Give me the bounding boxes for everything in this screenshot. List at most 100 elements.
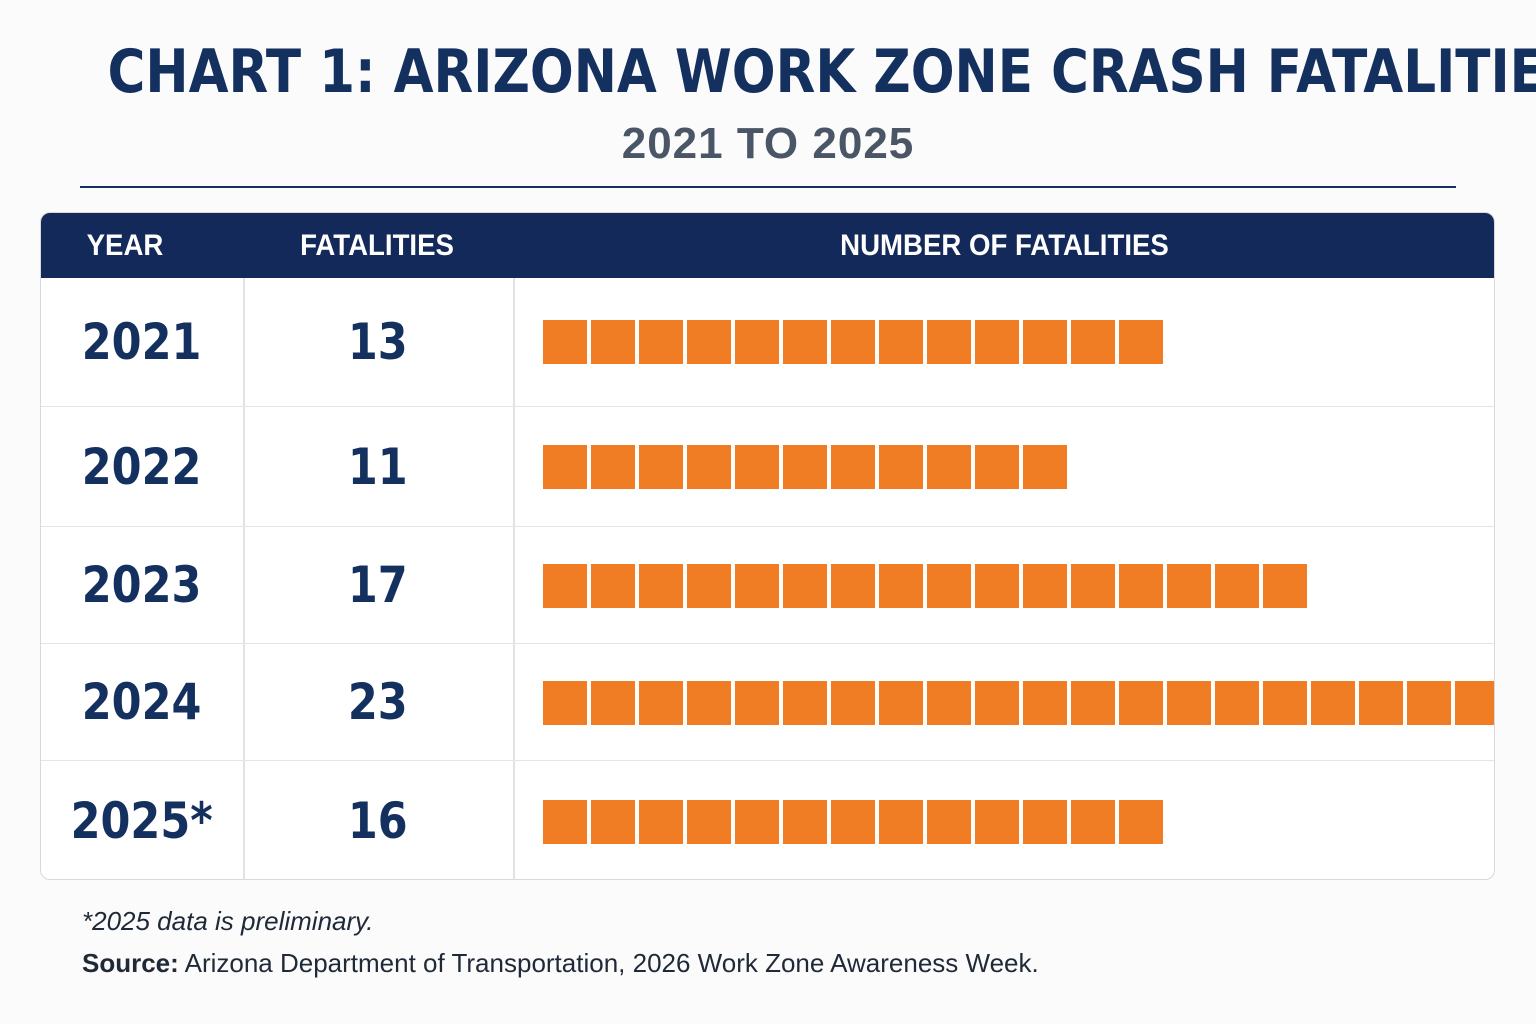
bar-square — [1071, 681, 1115, 725]
bar-square — [927, 564, 971, 608]
year-label: 2023 — [82, 556, 202, 614]
fatalities-cell: 11 — [243, 407, 513, 526]
bar-square — [783, 320, 827, 364]
bar-square — [591, 681, 635, 725]
bar-squares — [543, 761, 1483, 879]
bar-square — [687, 320, 731, 364]
header-number-of-fatalities: NUMBER OF FATALITIES — [840, 229, 1169, 262]
bar-square — [927, 681, 971, 725]
year-cell: 2021 — [41, 278, 243, 406]
bar-square — [639, 681, 683, 725]
bar-square — [927, 320, 971, 364]
bar-square — [975, 320, 1019, 364]
bar-square — [975, 800, 1019, 844]
bar-square — [543, 564, 587, 608]
bar-square — [639, 445, 683, 489]
bar-square — [927, 800, 971, 844]
bar-squares — [543, 527, 1483, 643]
bar-square — [1071, 320, 1115, 364]
fatalities-value: 16 — [348, 792, 408, 850]
table-header: YEAR FATALITIES NUMBER OF FATALITIES — [41, 213, 1494, 278]
data-table: YEAR FATALITIES NUMBER OF FATALITIES 202… — [40, 212, 1495, 880]
table-row: 2024 23 — [41, 643, 1494, 760]
bar-square — [1263, 564, 1307, 608]
bar-square — [1119, 800, 1163, 844]
table-row: 2025* 16 — [41, 760, 1494, 879]
bar-square — [591, 320, 635, 364]
bar-square — [831, 445, 875, 489]
bar-square — [1311, 681, 1355, 725]
year-label: 2021 — [82, 313, 202, 371]
chart-subtitle: 2021 TO 2025 — [621, 119, 915, 168]
fatalities-value: 17 — [348, 556, 408, 614]
bar-square — [831, 564, 875, 608]
fatalities-cell: 13 — [243, 278, 513, 406]
bar-square — [1023, 320, 1067, 364]
bar-square — [543, 681, 587, 725]
fatalities-value: 23 — [348, 673, 408, 731]
bar-square — [975, 445, 1019, 489]
bar-square — [591, 445, 635, 489]
source-note: Source: Arizona Department of Transporta… — [82, 948, 1039, 979]
year-label: 2022 — [82, 437, 202, 496]
table-row: 2021 13 — [41, 278, 1494, 406]
table-row: 2022 11 — [41, 406, 1494, 526]
bar-square — [735, 564, 779, 608]
fatalities-value: 13 — [348, 313, 408, 371]
source-text: Arizona Department of Transportation, 20… — [178, 948, 1039, 978]
bar-squares — [543, 407, 1483, 526]
bar-square — [879, 445, 923, 489]
header-year: YEAR — [86, 229, 164, 262]
bar-square — [1263, 681, 1307, 725]
bar-square — [783, 681, 827, 725]
bar-square — [1167, 564, 1211, 608]
bar-square — [735, 800, 779, 844]
bar-squares — [543, 278, 1483, 406]
bar-square — [639, 320, 683, 364]
bar-square — [1023, 564, 1067, 608]
year-cell: 2023 — [41, 527, 243, 643]
bar-square — [1359, 681, 1403, 725]
header-fatalities: FATALITIES — [300, 229, 454, 262]
bar-square — [591, 800, 635, 844]
bar-square — [543, 320, 587, 364]
bar-square — [687, 800, 731, 844]
bar-square — [1023, 800, 1067, 844]
bar-square — [1071, 564, 1115, 608]
bar-square — [639, 800, 683, 844]
bar-square — [879, 320, 923, 364]
bar-square — [879, 564, 923, 608]
fatalities-value: 11 — [348, 437, 408, 496]
bar-square — [831, 320, 875, 364]
bar-square — [1023, 445, 1067, 489]
bar-square — [783, 564, 827, 608]
bar-square — [879, 800, 923, 844]
bar-square — [1455, 681, 1494, 725]
bar-square — [639, 564, 683, 608]
column-divider — [513, 278, 515, 879]
bar-square — [591, 564, 635, 608]
bar-square — [1119, 681, 1163, 725]
bar-square — [975, 564, 1019, 608]
chart-title: CHART 1: ARIZONA WORK ZONE CRASH FATALIT… — [107, 37, 1536, 107]
bar-square — [927, 445, 971, 489]
bar-square — [831, 681, 875, 725]
fatalities-cell: 16 — [243, 761, 513, 879]
year-cell: 2025* — [41, 761, 243, 879]
bar-square — [975, 681, 1019, 725]
bar-square — [1167, 681, 1211, 725]
bar-square — [783, 445, 827, 489]
table-row: 2023 17 — [41, 526, 1494, 643]
bar-square — [543, 445, 587, 489]
bar-square — [735, 445, 779, 489]
bar-square — [879, 681, 923, 725]
fatalities-cell: 23 — [243, 644, 513, 760]
bar-square — [783, 800, 827, 844]
bar-square — [831, 800, 875, 844]
bar-square — [735, 320, 779, 364]
fatalities-cell: 17 — [243, 527, 513, 643]
title-divider — [80, 186, 1456, 188]
footnote: *2025 data is preliminary. — [82, 906, 374, 936]
bar-square — [1215, 564, 1259, 608]
column-divider — [243, 278, 245, 879]
